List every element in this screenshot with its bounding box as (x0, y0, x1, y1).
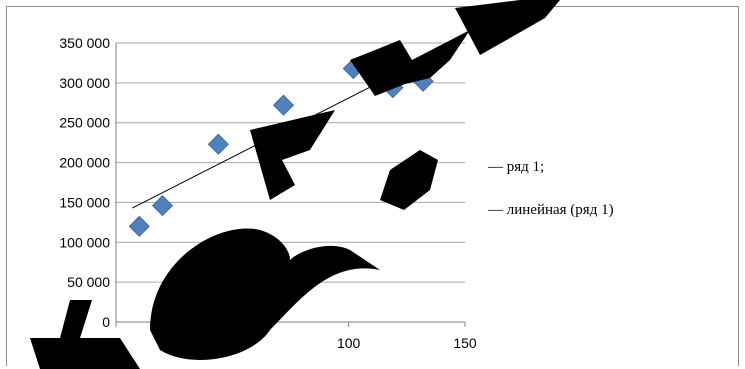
y-axis-ticks: 0 50 000 100 000 150 000 200 000 250 000 300 0… (59, 35, 110, 330)
legend-item-series-1: — ряд 1; (487, 159, 544, 175)
y-tick-label: 150 000 (59, 194, 110, 210)
y-tick-label: 350 000 (59, 35, 110, 51)
data-point (128, 215, 150, 237)
x-tick-label: 150 (453, 335, 477, 351)
data-point (207, 133, 229, 155)
y-tick-label: 200 000 (59, 155, 110, 171)
chart-frame (6, 6, 739, 366)
data-point (272, 94, 295, 116)
x-tick-label: 100 (337, 335, 361, 351)
y-tick-label: 0 (102, 314, 110, 330)
legend: — ряд 1; — линейная (ряд 1) (487, 159, 614, 218)
watermark (30, 0, 560, 369)
y-tick-label: 250 000 (59, 115, 110, 131)
y-tick-label: 50 000 (67, 274, 110, 290)
y-tick-label: 100 000 (59, 234, 110, 250)
data-point (151, 195, 174, 217)
y-tick-label: 300 000 (59, 75, 110, 91)
legend-item-linear-trend: — линейная (ряд 1) (487, 202, 614, 218)
